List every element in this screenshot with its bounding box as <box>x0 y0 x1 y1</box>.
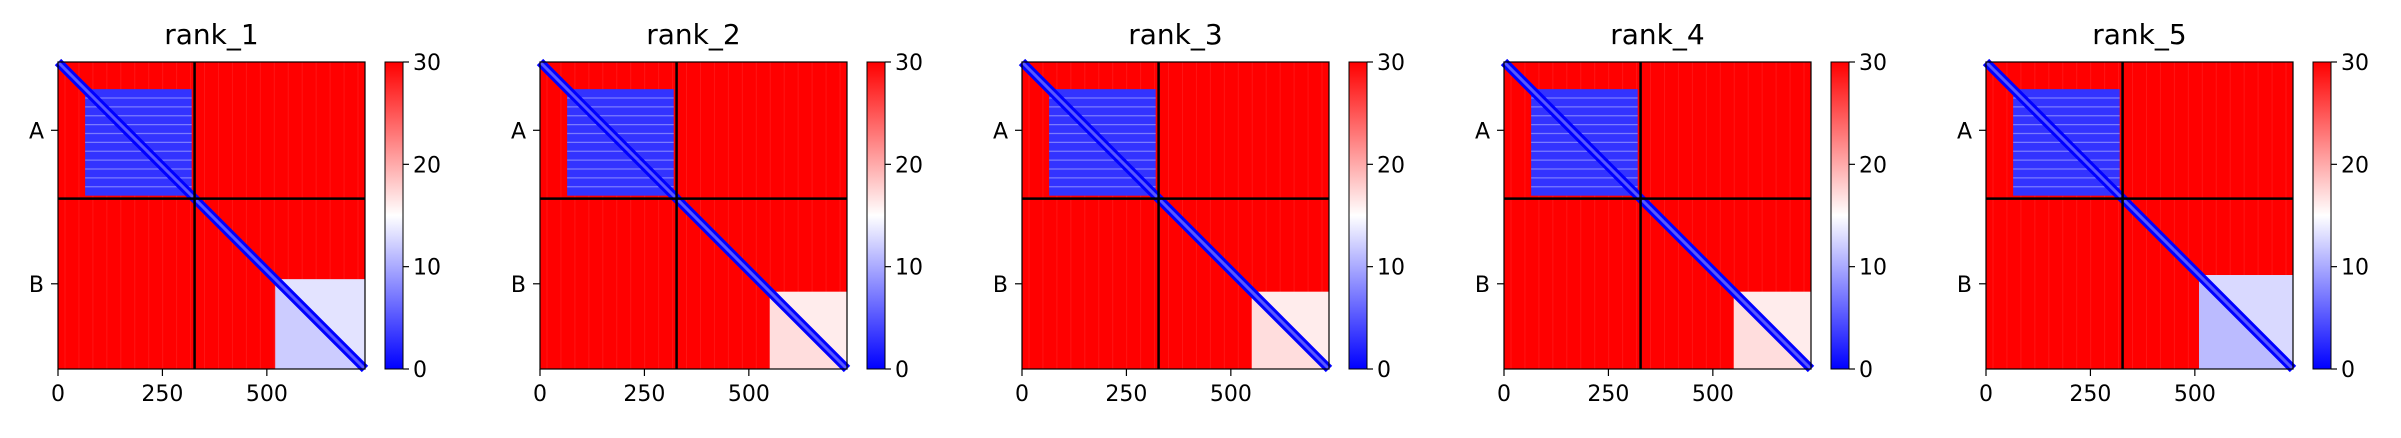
x-tick-label: 0 <box>1015 382 1029 407</box>
y-tick-label: A <box>993 119 1008 144</box>
heatmap-diagonal-core <box>538 60 678 200</box>
colorbar-tick-label: 0 <box>1859 358 1873 383</box>
colorbar <box>384 61 404 370</box>
x-tick-label: 500 <box>2174 382 2216 407</box>
plot-frame <box>1985 61 2294 370</box>
y-tick-label: B <box>1475 273 1490 298</box>
colorbar-tick-label: 0 <box>895 358 909 383</box>
colorbar-tick-label: 0 <box>2341 358 2355 383</box>
colorbar-tick-label: 30 <box>2341 51 2369 76</box>
heatmap-diagonal-core <box>193 197 367 371</box>
plot-frame <box>539 61 848 370</box>
panel-rank_2: rank_2 0 250 500 A B 0 10 20 30 <box>511 18 923 407</box>
x-tick-label: 500 <box>1692 382 1734 407</box>
y-tick-label: A <box>1957 119 1972 144</box>
colorbar-tick-label: 20 <box>895 153 923 178</box>
x-tick-label: 0 <box>1979 382 1993 407</box>
chart-title: rank_3 <box>1128 18 1222 51</box>
x-tick-label: 0 <box>533 382 547 407</box>
chart-title: rank_5 <box>2092 18 2186 51</box>
colorbar-tick-label: 20 <box>1859 153 1887 178</box>
x-tick-label: 250 <box>1105 382 1147 407</box>
colorbar-tick-label: 10 <box>1859 256 1887 281</box>
colorbar-tick-label: 20 <box>1377 153 1405 178</box>
y-tick-label: A <box>511 119 526 144</box>
heatmap-diagonal-core <box>1639 197 1813 371</box>
x-tick-label: 250 <box>141 382 183 407</box>
x-tick-label: 500 <box>728 382 770 407</box>
colorbar-tick-label: 0 <box>413 358 427 383</box>
chart-title: rank_4 <box>1610 18 1704 51</box>
heatmap-diagonal-core <box>1020 60 1160 200</box>
y-tick-label: A <box>29 119 44 144</box>
x-tick-label: 500 <box>1210 382 1252 407</box>
colorbar-tick-label: 30 <box>895 51 923 76</box>
panel-rank_4: rank_4 0 250 500 A B 0 10 20 30 <box>1475 18 1887 407</box>
panel-rank_1: rank_1 0 250 500 A B 0 10 20 30 <box>29 18 441 407</box>
colorbar-tick-label: 30 <box>1377 51 1405 76</box>
colorbar-tick-label: 10 <box>2341 256 2369 281</box>
x-tick-label: 250 <box>2069 382 2111 407</box>
colorbar-tick-label: 20 <box>2341 153 2369 178</box>
x-tick-label: 250 <box>1587 382 1629 407</box>
y-tick-label: B <box>511 273 526 298</box>
colorbar <box>866 61 886 370</box>
chart-title: rank_2 <box>646 18 740 51</box>
y-tick-label: B <box>1957 273 1972 298</box>
heatmap-diagonal-core <box>2121 197 2295 371</box>
y-tick-label: A <box>1475 119 1490 144</box>
heatmap-diagonal-core <box>1157 197 1331 371</box>
heatmap-diagonal-core <box>56 60 196 200</box>
x-tick-label: 500 <box>246 382 288 407</box>
colorbar-tick-label: 0 <box>1377 358 1391 383</box>
heatmap-diagonal-core <box>1502 60 1642 200</box>
colorbar-tick-label: 10 <box>1377 256 1405 281</box>
colorbar-tick-label: 30 <box>413 51 441 76</box>
panel-rank_5: rank_5 0 250 500 A B 0 10 20 30 <box>1957 18 2369 407</box>
colorbar <box>1830 61 1850 370</box>
x-tick-label: 0 <box>1497 382 1511 407</box>
panel-rank_3: rank_3 0 250 500 A B 0 10 20 30 <box>993 18 1405 407</box>
chart-title: rank_1 <box>164 18 258 51</box>
y-tick-label: B <box>29 273 44 298</box>
heatmap-diagonal-core <box>675 197 849 371</box>
plot-frame <box>57 61 366 370</box>
heatmap-diagonal-core <box>1984 60 2124 200</box>
colorbar-tick-label: 10 <box>413 256 441 281</box>
colorbar-tick-label: 10 <box>895 256 923 281</box>
colorbar <box>2312 61 2332 370</box>
y-tick-label: B <box>993 273 1008 298</box>
x-tick-label: 250 <box>623 382 665 407</box>
colorbar-tick-label: 20 <box>413 153 441 178</box>
plot-frame <box>1503 61 1812 370</box>
x-tick-label: 0 <box>51 382 65 407</box>
colorbar <box>1348 61 1368 370</box>
colorbar-tick-label: 30 <box>1859 51 1887 76</box>
plot-frame <box>1021 61 1330 370</box>
